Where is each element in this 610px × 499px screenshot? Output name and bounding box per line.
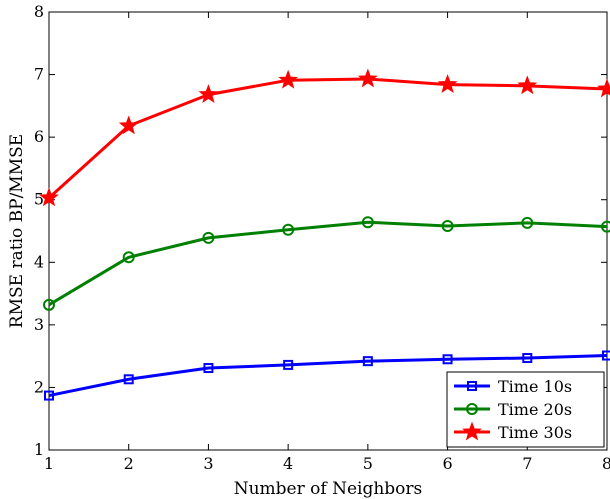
legend-label: Time 30s bbox=[498, 423, 572, 442]
x-axis-title: Number of Neighbors bbox=[234, 479, 423, 499]
data-point bbox=[521, 216, 534, 229]
y-tick-label: 6 bbox=[34, 127, 44, 146]
data-point bbox=[602, 350, 610, 361]
x-tick-label: 8 bbox=[602, 454, 610, 473]
series-3 bbox=[39, 68, 610, 207]
data-point bbox=[441, 219, 454, 232]
legend-item: Time 20s bbox=[454, 400, 572, 419]
x-tick-label: 4 bbox=[283, 454, 293, 473]
y-tick-label: 3 bbox=[34, 315, 44, 334]
data-point bbox=[442, 354, 453, 365]
legend-marker bbox=[467, 381, 477, 391]
data-point bbox=[203, 363, 214, 374]
data-point bbox=[123, 374, 134, 385]
series-line bbox=[48, 220, 608, 307]
data-point bbox=[362, 356, 373, 367]
x-tick-label: 7 bbox=[522, 454, 532, 473]
data-point bbox=[198, 84, 219, 104]
data-point bbox=[597, 78, 610, 98]
y-tick-label: 5 bbox=[34, 190, 44, 209]
data-point bbox=[601, 220, 610, 233]
series-2 bbox=[43, 216, 610, 311]
x-axis: 1 2 3 4 5 6 7 8 bbox=[44, 12, 610, 473]
data-point bbox=[517, 75, 538, 95]
legend-marker bbox=[462, 421, 482, 441]
series-line bbox=[47, 77, 608, 199]
legend-marker bbox=[466, 403, 478, 415]
legend-label: Time 10s bbox=[498, 377, 572, 396]
series-1 bbox=[44, 350, 610, 401]
x-tick-label: 2 bbox=[124, 454, 134, 473]
data-point bbox=[44, 390, 54, 401]
data-point bbox=[278, 69, 299, 89]
data-point bbox=[118, 115, 139, 135]
data-point bbox=[283, 359, 294, 370]
data-point bbox=[202, 231, 215, 244]
y-tick-label: 2 bbox=[34, 377, 44, 396]
y-tick-label: 8 bbox=[34, 2, 44, 21]
legend-item: Time 10s bbox=[454, 377, 572, 396]
data-point bbox=[282, 223, 295, 236]
data-point bbox=[122, 251, 135, 264]
legend-item: Time 30s bbox=[454, 421, 572, 442]
series-layer bbox=[39, 68, 610, 401]
series-line bbox=[48, 354, 608, 398]
y-tick-label: 1 bbox=[34, 440, 44, 459]
y-tick-label: 7 bbox=[34, 65, 44, 84]
x-tick-label: 1 bbox=[44, 454, 54, 473]
data-point bbox=[437, 74, 458, 94]
data-point bbox=[357, 68, 378, 88]
x-tick-label: 6 bbox=[442, 454, 452, 473]
data-point bbox=[43, 298, 55, 311]
legend: Time 10s Time 20s Time 30s bbox=[446, 371, 605, 448]
data-point bbox=[361, 216, 374, 229]
y-axis-title: RMSE ratio BP/MMSE bbox=[7, 134, 27, 328]
y-tick-label: 4 bbox=[34, 252, 44, 271]
x-tick-label: 3 bbox=[203, 454, 213, 473]
legend-label: Time 20s bbox=[498, 400, 572, 419]
y-axis: 1 2 3 4 5 6 7 8 bbox=[34, 2, 607, 459]
data-point bbox=[522, 353, 533, 364]
data-point bbox=[39, 187, 59, 207]
x-tick-label: 5 bbox=[363, 454, 373, 473]
